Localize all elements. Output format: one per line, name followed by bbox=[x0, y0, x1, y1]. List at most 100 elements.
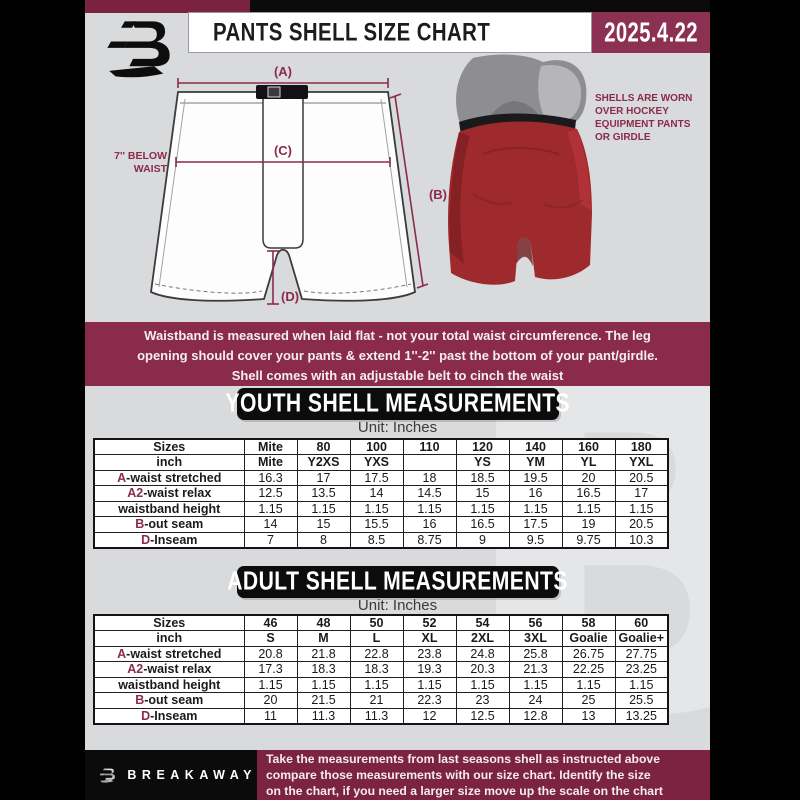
adult-banner-title: ADULT SHELL MEASUREMENTS bbox=[227, 566, 569, 597]
table-row: A2-waist relax 12.5 13.5 14 14.5 15 16 16.5 17 bbox=[93, 485, 669, 502]
table-cell: 9 bbox=[455, 531, 510, 548]
waist-note-line1: 7'' BELOW bbox=[114, 150, 167, 162]
table-cell: Y2XS bbox=[296, 454, 351, 471]
label-a: (A) bbox=[274, 64, 292, 79]
table-cell: 7 bbox=[243, 531, 298, 548]
table-cell: 12.5 bbox=[455, 707, 510, 724]
table-cell: 110 bbox=[402, 438, 457, 455]
pants-measurement-diagram: (A) (B) (C) (D) 7'' BELOW WAIST bbox=[114, 64, 447, 305]
breakaway-logo-icon bbox=[101, 14, 187, 85]
photo-caption-line: SHELLS ARE WORN bbox=[595, 93, 693, 104]
table-cell: 12.8 bbox=[508, 707, 563, 724]
adult-section-banner: ADULT SHELL MEASUREMENTS bbox=[228, 566, 568, 598]
fly-panel bbox=[262, 93, 304, 249]
table-cell: 140 bbox=[508, 438, 563, 455]
table-cell: 24.8 bbox=[455, 645, 510, 662]
table-cell: 21 bbox=[349, 692, 404, 709]
table-cell: 25 bbox=[561, 692, 616, 709]
row-label: Sizes bbox=[93, 614, 245, 631]
table-cell: 1.15 bbox=[508, 676, 563, 693]
table-cell: 15 bbox=[455, 485, 510, 502]
brand-name: BREAKAWAY bbox=[127, 768, 257, 782]
label-d: (D) bbox=[281, 289, 299, 304]
row-label: A2-waist relax bbox=[93, 485, 245, 502]
table-cell: 21.8 bbox=[296, 645, 351, 662]
row-label-prefix: A bbox=[117, 646, 127, 661]
photo-caption-line: OVER HOCKEY bbox=[595, 106, 669, 117]
row-label-prefix: B bbox=[135, 693, 145, 708]
adult-measurements-table: Sizes 46 48 50 52 54 56 58 60 inch S M L XL 2XL 3XL Goal… bbox=[93, 614, 669, 725]
row-label: A-waist stretched bbox=[93, 645, 245, 662]
row-label: B-out seam bbox=[93, 516, 245, 533]
table-cell: 52 bbox=[402, 614, 457, 631]
table-cell: 1.15 bbox=[243, 500, 298, 517]
row-label: A2-waist relax bbox=[93, 661, 245, 678]
table-cell: 58 bbox=[561, 614, 616, 631]
date-text: 2025.4.22 bbox=[604, 16, 698, 48]
table-cell: 14 bbox=[349, 485, 404, 502]
table-cell: 1.15 bbox=[402, 500, 457, 517]
table-row: A2-waist relax 17.3 18.3 18.3 19.3 20.3 21.3 22… bbox=[93, 661, 669, 678]
table-cell: 19.5 bbox=[508, 469, 563, 486]
table-cell: 19.3 bbox=[402, 661, 457, 678]
table-cell: 12 bbox=[402, 707, 457, 724]
row-label-prefix: D bbox=[141, 708, 151, 723]
footer-instructions: Take the measurements from last seasons … bbox=[257, 750, 710, 800]
table-cell: Mite bbox=[243, 438, 298, 455]
table-cell: 8.5 bbox=[349, 531, 404, 548]
table-cell: 16.5 bbox=[455, 516, 510, 533]
row-label-prefix: D bbox=[141, 532, 151, 547]
row-label: waistband height bbox=[93, 500, 245, 517]
table-cell: 21.5 bbox=[296, 692, 351, 709]
table-row: D-Inseam 11 11.3 11.3 12 12.5 12.8 13 13.25 bbox=[93, 707, 669, 724]
measurement-notice-band: Waistband is measured when laid flat - n… bbox=[85, 322, 710, 386]
table-cell: 17 bbox=[296, 469, 351, 486]
table-cell: 15.5 bbox=[349, 516, 404, 533]
youth-banner-title: YOUTH SHELL MEASUREMENTS bbox=[225, 388, 571, 419]
table-cell: 1.15 bbox=[296, 676, 351, 693]
adult-unit-label: Unit: Inches bbox=[357, 597, 438, 614]
table-cell: 1.15 bbox=[349, 500, 404, 517]
table-cell: 18.5 bbox=[455, 469, 510, 486]
table-cell: 9.5 bbox=[508, 531, 563, 548]
table-cell: 1.15 bbox=[614, 500, 669, 517]
table-cell: S bbox=[243, 630, 298, 647]
row-label: D-Inseam bbox=[93, 707, 245, 724]
table-cell: 80 bbox=[296, 438, 351, 455]
row-label-prefix: B bbox=[135, 517, 145, 532]
table-cell: 12.5 bbox=[243, 485, 298, 502]
table-cell: 23.8 bbox=[402, 645, 457, 662]
row-label-prefix: A bbox=[117, 470, 127, 485]
table-cell: XL bbox=[402, 630, 457, 647]
measurement-lines bbox=[175, 78, 429, 305]
table-cell: 11 bbox=[243, 707, 298, 724]
row-label: inch bbox=[93, 454, 245, 471]
table-cell bbox=[402, 454, 457, 471]
table-cell: 20.5 bbox=[614, 469, 669, 486]
table-cell: 22.25 bbox=[561, 661, 616, 678]
table-cell: YL bbox=[561, 454, 616, 471]
table-cell: 24 bbox=[508, 692, 563, 709]
table-cell: 1.15 bbox=[296, 500, 351, 517]
table-cell: 1.15 bbox=[561, 500, 616, 517]
table-cell: 16 bbox=[508, 485, 563, 502]
table-cell: 2XL bbox=[455, 630, 510, 647]
table-cell: 17.5 bbox=[349, 469, 404, 486]
table-cell: 23.25 bbox=[614, 661, 669, 678]
table-cell: 13.5 bbox=[296, 485, 351, 502]
table-cell: YM bbox=[508, 454, 563, 471]
footer-line: Take the measurements from last seasons … bbox=[266, 752, 660, 766]
table-cell: 1.15 bbox=[508, 500, 563, 517]
waist-note-line2: WAIST bbox=[134, 163, 168, 175]
table-row: inch S M L XL 2XL 3XL Goalie Goalie+ bbox=[93, 630, 669, 647]
photo-caption: SHELLS ARE WORN OVER HOCKEY EQUIPMENT PA… bbox=[595, 92, 710, 144]
breakaway-footer-logo-icon bbox=[99, 768, 116, 783]
table-row: A-waist stretched 20.8 21.8 22.8 23.8 24.8 25.… bbox=[93, 645, 669, 662]
footer-line: compare those measurements with our size… bbox=[266, 768, 651, 783]
table-cell: 17.5 bbox=[508, 516, 563, 533]
table-cell: 27.75 bbox=[614, 645, 669, 662]
table-row: A-waist stretched 16.3 17 17.5 18 18.5 19.5 20 2… bbox=[93, 469, 669, 486]
table-cell: 10.3 bbox=[614, 531, 669, 548]
youth-section-banner: YOUTH SHELL MEASUREMENTS bbox=[226, 388, 570, 420]
row-label: A-waist stretched bbox=[93, 469, 245, 486]
